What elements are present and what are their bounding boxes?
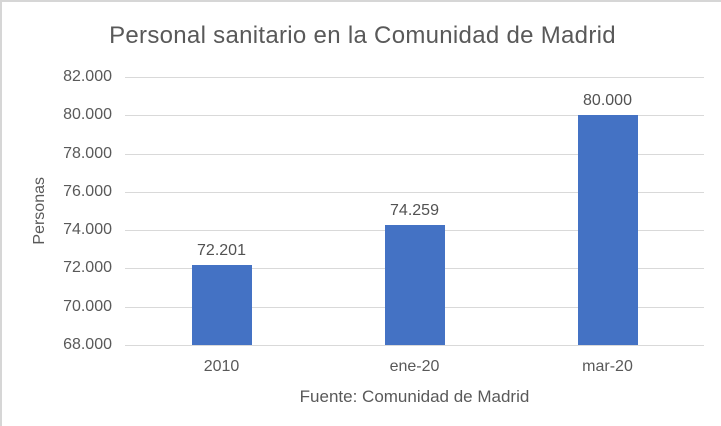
- bar-mar-20: [578, 115, 638, 345]
- y-tick-label-72.000: 72.000: [63, 259, 112, 276]
- gridline-80.000: [125, 115, 704, 116]
- y-tick-label-70.000: 70.000: [63, 298, 112, 315]
- y-tick-label-82.000: 82.000: [63, 68, 112, 85]
- y-tick-label-76.000: 76.000: [63, 183, 112, 200]
- x-tick-label-2010: 2010: [203, 358, 240, 375]
- gridline-82.000: [125, 77, 704, 78]
- x-tick-label-ene-20: ene-20: [389, 358, 440, 375]
- bar-value-label-ene-20: 74.259: [390, 202, 439, 219]
- y-axis-ticks: 68.000 70.000 72.000 74.000 76.000 78.000 80.0…: [2, 68, 112, 353]
- y-tick-label-74.000: 74.000: [63, 221, 112, 238]
- gridline-68.000: [125, 345, 704, 346]
- chart-title: Personal sanitario en la Comunidad de Ma…: [109, 22, 616, 49]
- bar-2010: [192, 265, 252, 345]
- plot-area: 72.201 74.259 80.000: [125, 77, 704, 346]
- gridline-76.000: [125, 192, 704, 193]
- y-tick-label-68.000: 68.000: [63, 336, 112, 353]
- x-axis-title: Fuente: Comunidad de Madrid: [299, 387, 530, 406]
- bar-value-label-2010: 72.201: [197, 242, 246, 259]
- x-tick-label-mar-20: mar-20: [582, 358, 633, 375]
- bar-ene-20: [385, 225, 445, 345]
- x-axis-labels: 2010 ene-20 mar-20: [125, 358, 704, 378]
- y-tick-label-78.000: 78.000: [63, 145, 112, 162]
- bar-value-label-mar-20: 80.000: [583, 92, 632, 109]
- y-tick-label-80.000: 80.000: [63, 106, 112, 123]
- gridline-78.000: [125, 154, 704, 155]
